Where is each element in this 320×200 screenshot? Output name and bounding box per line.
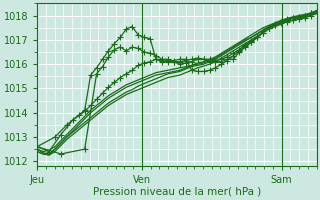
X-axis label: Pression niveau de la mer( hPa ): Pression niveau de la mer( hPa ) (93, 187, 261, 197)
